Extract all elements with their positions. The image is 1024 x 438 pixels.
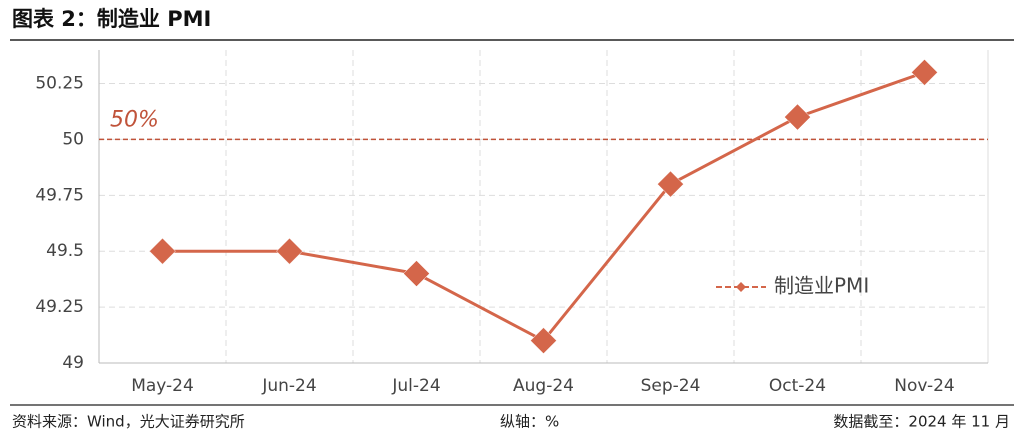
x-tick-label: Sep-24 <box>641 376 701 396</box>
legend-marker <box>736 282 746 292</box>
legend-label: 制造业PMI <box>774 274 869 298</box>
y-tick-label: 49.75 <box>35 185 84 205</box>
x-tick-label: May-24 <box>131 376 194 396</box>
point-marker <box>911 59 938 86</box>
point-marker <box>657 170 684 198</box>
y-tick-label: 49.5 <box>46 241 84 261</box>
reference-label: 50% <box>110 107 159 132</box>
x-tick-label: Oct-24 <box>769 376 826 396</box>
y-tick-label: 50.25 <box>35 74 84 94</box>
y-tick-label: 49 <box>62 353 84 373</box>
y-tick-label: 49.25 <box>35 297 84 317</box>
x-tick-label: Nov-24 <box>894 376 955 396</box>
date-note: 数据截至：2024 年 11 月 <box>833 413 1010 431</box>
y-tick-label: 50 <box>62 129 84 149</box>
point-marker <box>403 260 430 287</box>
x-tick-label: Aug-24 <box>513 376 574 396</box>
point-marker <box>784 103 811 131</box>
point-marker <box>149 237 176 265</box>
x-tick-label: Jun-24 <box>261 376 316 396</box>
axis-note: 纵轴：% <box>500 413 559 431</box>
x-tick-label: Jul-24 <box>391 376 440 396</box>
point-marker <box>530 327 557 354</box>
series-line <box>162 70 925 343</box>
point-marker <box>276 237 303 265</box>
chart-title: 图表 2：制造业 PMI <box>12 7 211 31</box>
source-note: 资料来源：Wind，光大证券研究所 <box>12 413 245 431</box>
